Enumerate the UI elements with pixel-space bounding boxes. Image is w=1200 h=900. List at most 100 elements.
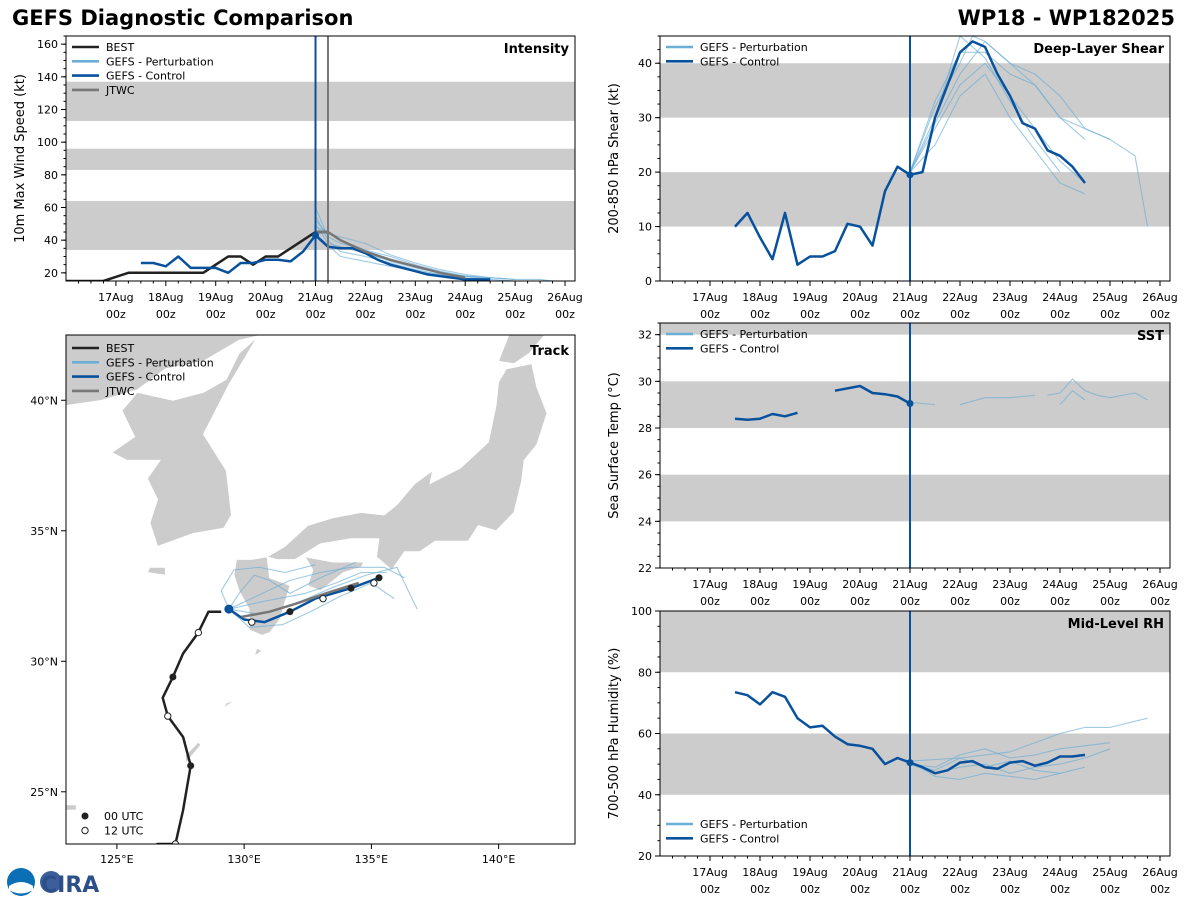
intensity-xtick-date: 24Aug — [447, 291, 482, 304]
track-xtick-label: 140°E — [482, 853, 515, 866]
track-ytick-label: 25°N — [30, 786, 58, 799]
intensity-ytick-label: 140 — [37, 71, 58, 84]
track-xtick-label: 130°E — [227, 853, 260, 866]
sst-xtick-hour: 00z — [950, 595, 970, 608]
shear-band — [660, 63, 1170, 118]
rh-ytick-label: 100 — [631, 605, 652, 618]
shear-ylabel: 200-850 hPa Shear (kt) — [607, 83, 622, 234]
intensity-xtick-hour: 00z — [455, 308, 475, 321]
land-mass — [111, 337, 258, 547]
track-legend-label: GEFS - Control — [106, 371, 185, 384]
sst-xtick-date: 21Aug — [892, 578, 927, 591]
shear-xtick-hour: 00z — [900, 308, 920, 321]
land-mass — [146, 566, 166, 576]
intensity-ytick-label: 160 — [37, 38, 58, 51]
land-mass — [266, 363, 548, 571]
rh-band — [660, 611, 1170, 673]
track-12utc-marker — [319, 594, 327, 603]
rh-xtick-hour: 00z — [850, 883, 870, 896]
track-xtick-label: 125°E — [100, 853, 133, 866]
sst-band — [660, 474, 1170, 522]
track-12utc-marker — [370, 579, 378, 587]
shear-init-marker — [906, 171, 914, 179]
intensity-xtick-date: 21Aug — [298, 291, 333, 304]
sst-xtick-date: 22Aug — [942, 578, 977, 591]
shear-xtick-date: 21Aug — [892, 291, 927, 304]
intensity-xtick-date: 18Aug — [148, 291, 183, 304]
shear-xtick-date: 22Aug — [942, 291, 977, 304]
shear-xtick-date: 19Aug — [792, 291, 827, 304]
sst-xtick-hour: 00z — [750, 595, 770, 608]
globe-icon — [40, 871, 62, 893]
rh-xtick-date: 17Aug — [692, 866, 727, 879]
track-ytick-label: 40°N — [30, 394, 58, 407]
track-init-marker — [224, 604, 234, 614]
rh-ytick-label: 40 — [638, 789, 652, 802]
shear-xtick-date: 17Aug — [692, 291, 727, 304]
shear-legend-label: GEFS - Perturbation — [700, 41, 808, 54]
intensity-panel-title: Intensity — [504, 42, 570, 57]
intensity-xtick-date: 26Aug — [547, 291, 582, 304]
rh-series-line — [909, 742, 1111, 768]
sst-xtick-date: 26Aug — [1142, 578, 1177, 591]
rh-xtick-date: 19Aug — [792, 866, 827, 879]
intensity-ytick-label: 100 — [37, 136, 58, 149]
sst-xtick-hour: 00z — [900, 595, 920, 608]
track-legend-12utc-label: 12 UTC — [104, 825, 144, 838]
sst-xtick-date: 18Aug — [742, 578, 777, 591]
shear-panel: 0 10 20 30 40 17Aug 00z 18Aug 00z 19Aug 00z 20Aug 00… — [607, 35, 1178, 321]
intensity-xtick-date: 20Aug — [248, 291, 283, 304]
sst-series-line — [909, 401, 936, 406]
rh-xtick-hour: 00z — [1150, 883, 1170, 896]
shear-xtick-date: 18Aug — [742, 291, 777, 304]
track-legend-label: JTWC — [105, 385, 135, 398]
sst-panel: 22 24 26 28 30 32 17Aug 00z 18Aug 00z 19Aug 00z 20Au… — [607, 322, 1178, 608]
rh-xtick-hour: 00z — [800, 883, 820, 896]
intensity-xtick-hour: 00z — [405, 308, 425, 321]
sst-xtick-hour: 00z — [1150, 595, 1170, 608]
rh-ytick-label: 20 — [638, 850, 652, 863]
shear-panel-title: Deep-Layer Shear — [1033, 42, 1164, 57]
track-12utc-marker — [194, 628, 203, 637]
rh-xtick-hour: 00z — [900, 883, 920, 896]
sst-xtick-date: 23Aug — [992, 578, 1027, 591]
sst-legend-label: GEFS - Control — [700, 342, 779, 355]
shear-xtick-hour: 00z — [1050, 308, 1070, 321]
shear-xtick-hour: 00z — [850, 308, 870, 321]
sst-xtick-hour: 00z — [850, 595, 870, 608]
sst-ytick-label: 32 — [638, 329, 652, 342]
intensity-xtick-date: 25Aug — [497, 291, 532, 304]
intensity-ytick-label: 80 — [44, 169, 58, 182]
intensity-xtick-hour: 00z — [555, 308, 575, 321]
sst-series-line — [834, 384, 911, 405]
track-00utc-marker — [169, 673, 177, 681]
land-mass — [253, 647, 263, 658]
intensity-legend-label: JTWC — [105, 84, 135, 97]
intensity-xtick-date: 22Aug — [348, 291, 383, 304]
intensity-ytick-label: 60 — [44, 202, 58, 215]
intensity-band — [66, 148, 575, 170]
sst-ytick-label: 30 — [638, 375, 652, 388]
intensity-xtick-hour: 00z — [206, 308, 226, 321]
shear-legend-label: GEFS - Control — [700, 55, 779, 68]
storm-id-title: WP18 - WP182025 — [957, 6, 1175, 30]
intensity-xtick-hour: 00z — [256, 308, 276, 321]
track-ytick-label: 30°N — [30, 655, 58, 668]
rh-xtick-date: 18Aug — [742, 866, 777, 879]
intensity-ylabel: 10m Max Wind Speed (kt) — [13, 74, 28, 243]
land-mass — [223, 700, 235, 709]
land-mass — [66, 804, 77, 811]
intensity-ytick-label: 40 — [44, 234, 58, 247]
noaa-wave-icon — [9, 882, 33, 894]
intensity-panel: 20 40 60 80 100 120 140 160 17Aug 00z 18Aug 00z 19Au… — [13, 35, 583, 321]
rh-xtick-hour: 00z — [950, 883, 970, 896]
track-xtick-label: 135°E — [355, 853, 388, 866]
track-12utc-marker — [248, 618, 256, 626]
rh-legend-label: GEFS - Control — [700, 832, 779, 845]
intensity-legend-label: BEST — [106, 41, 134, 54]
intensity-series-line — [315, 230, 466, 279]
intensity-xtick-hour: 00z — [306, 308, 326, 321]
intensity-xtick-hour: 00z — [106, 308, 126, 321]
intensity-xtick-date: 19Aug — [198, 291, 233, 304]
figure-title: GEFS Diagnostic Comparison — [12, 6, 354, 30]
